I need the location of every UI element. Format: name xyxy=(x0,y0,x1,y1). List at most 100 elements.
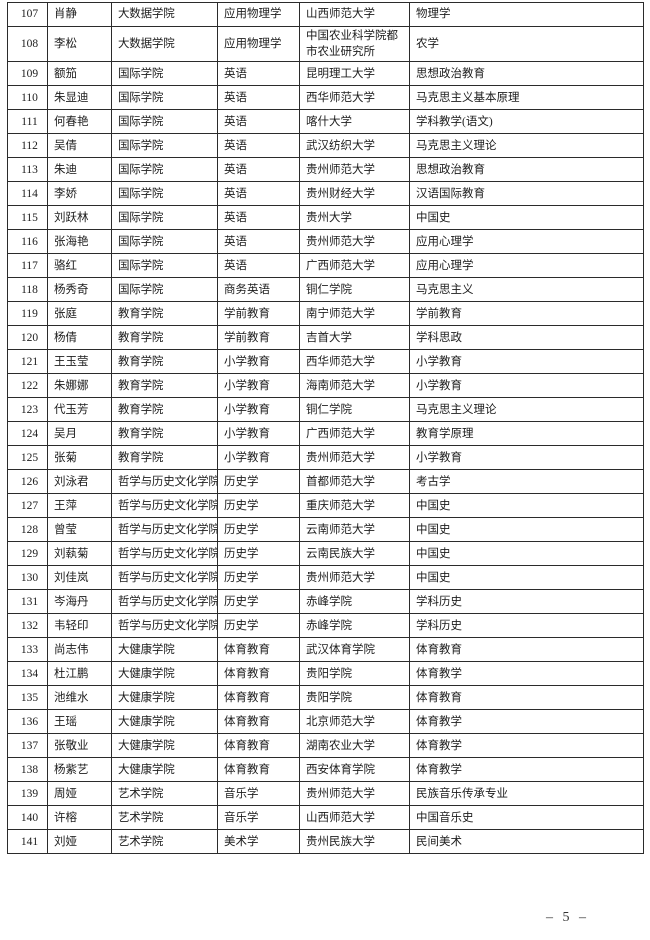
table-row: 131 岑海丹 哲学与历史文化学院 历史学 赤峰学院 学科历史 xyxy=(7,589,644,615)
cell-no: 120 xyxy=(7,325,48,351)
cell-college: 大健康学院 xyxy=(111,733,218,759)
cell-major: 应用物理学 xyxy=(217,2,300,27)
cell-major: 英语 xyxy=(217,157,300,183)
cell-university: 贵州民族大学 xyxy=(299,829,410,855)
table-row: 112 吴倩 国际学院 英语 武汉纺织大学 马克思主义理论 xyxy=(7,133,644,159)
cell-college: 教育学院 xyxy=(111,421,218,447)
table-row: 134 杜江鹏 大健康学院 体育教育 贵阳学院 体育教学 xyxy=(7,661,644,687)
table-row: 123 代玉芳 教育学院 小学教育 铜仁学院 马克思主义理论 xyxy=(7,397,644,423)
cell-major: 英语 xyxy=(217,181,300,207)
cell-university: 北京师范大学 xyxy=(299,709,410,735)
cell-name: 许榕 xyxy=(47,805,112,831)
table-row: 108 李松 大数据学院 应用物理学 中国农业科学院都市农业研究所 农学 xyxy=(7,25,644,63)
cell-no: 136 xyxy=(7,709,48,735)
table-row: 122 朱娜娜 教育学院 小学教育 海南师范大学 小学教育 xyxy=(7,373,644,399)
cell-college: 国际学院 xyxy=(111,133,218,159)
cell-university: 重庆师范大学 xyxy=(299,493,410,519)
cell-college: 国际学院 xyxy=(111,181,218,207)
cell-college: 哲学与历史文化学院 xyxy=(111,469,218,495)
cell-admitted-major: 考古学 xyxy=(409,469,644,495)
cell-major: 体育教育 xyxy=(217,661,300,687)
table-row: 113 朱迪 国际学院 英语 贵州师范大学 思想政治教育 xyxy=(7,157,644,183)
cell-college: 教育学院 xyxy=(111,301,218,327)
cell-college: 大数据学院 xyxy=(111,25,218,63)
cell-college: 大数据学院 xyxy=(111,2,218,27)
cell-no: 110 xyxy=(7,85,48,111)
cell-no: 119 xyxy=(7,301,48,327)
cell-admitted-major: 体育教育 xyxy=(409,685,644,711)
cell-admitted-major: 小学教育 xyxy=(409,445,644,471)
cell-name: 杜江鹏 xyxy=(47,661,112,687)
cell-no: 107 xyxy=(7,2,48,27)
table-row: 109 额笳 国际学院 英语 昆明理工大学 思想政治教育 xyxy=(7,61,644,87)
cell-university: 贵州大学 xyxy=(299,205,410,231)
cell-name: 尚志伟 xyxy=(47,637,112,663)
cell-admitted-major: 中国史 xyxy=(409,205,644,231)
cell-admitted-major: 学科历史 xyxy=(409,613,644,639)
cell-college: 教育学院 xyxy=(111,325,218,351)
table-row: 129 刘蓻菊 哲学与历史文化学院 历史学 云南民族大学 中国史 xyxy=(7,541,644,567)
cell-major: 体育教育 xyxy=(217,637,300,663)
cell-no: 126 xyxy=(7,469,48,495)
cell-name: 李松 xyxy=(47,25,112,63)
table-row: 118 杨秀奇 国际学院 商务英语 铜仁学院 马克思主义 xyxy=(7,277,644,303)
cell-university: 武汉纺织大学 xyxy=(299,133,410,159)
cell-name: 王玉莹 xyxy=(47,349,112,375)
cell-no: 140 xyxy=(7,805,48,831)
cell-admitted-major: 中国音乐史 xyxy=(409,805,644,831)
cell-college: 大健康学院 xyxy=(111,661,218,687)
cell-university: 赤峰学院 xyxy=(299,613,410,639)
cell-college: 国际学院 xyxy=(111,229,218,255)
cell-university: 湖南农业大学 xyxy=(299,733,410,759)
cell-name: 王萍 xyxy=(47,493,112,519)
cell-college: 国际学院 xyxy=(111,157,218,183)
cell-major: 历史学 xyxy=(217,469,300,495)
table-row: 127 王萍 哲学与历史文化学院 历史学 重庆师范大学 中国史 xyxy=(7,493,644,519)
cell-no: 117 xyxy=(7,253,48,279)
cell-major: 历史学 xyxy=(217,541,300,567)
cell-admitted-major: 应用心理学 xyxy=(409,253,644,279)
cell-university: 贵州财经大学 xyxy=(299,181,410,207)
cell-university: 贵州师范大学 xyxy=(299,781,410,807)
cell-college: 国际学院 xyxy=(111,277,218,303)
cell-name: 岑海丹 xyxy=(47,589,112,615)
cell-no: 118 xyxy=(7,277,48,303)
table-row: 141 刘娅 艺术学院 美术学 贵州民族大学 民间美术 xyxy=(7,829,644,855)
cell-university: 贵州师范大学 xyxy=(299,445,410,471)
cell-major: 商务英语 xyxy=(217,277,300,303)
cell-admitted-major: 思想政治教育 xyxy=(409,157,644,183)
table-row: 111 何春艳 国际学院 英语 喀什大学 学科教学(语文) xyxy=(7,109,644,135)
cell-college: 大健康学院 xyxy=(111,685,218,711)
table-row: 128 曾莹 哲学与历史文化学院 历史学 云南师范大学 中国史 xyxy=(7,517,644,543)
cell-no: 114 xyxy=(7,181,48,207)
cell-university: 西华师范大学 xyxy=(299,85,410,111)
cell-college: 哲学与历史文化学院 xyxy=(111,565,218,591)
cell-no: 131 xyxy=(7,589,48,615)
table-row: 135 池维水 大健康学院 体育教育 贵阳学院 体育教育 xyxy=(7,685,644,711)
cell-admitted-major: 应用心理学 xyxy=(409,229,644,255)
cell-university: 贵阳学院 xyxy=(299,661,410,687)
cell-no: 134 xyxy=(7,661,48,687)
cell-no: 109 xyxy=(7,61,48,87)
table-row: 114 李娇 国际学院 英语 贵州财经大学 汉语国际教育 xyxy=(7,181,644,207)
cell-name: 张菊 xyxy=(47,445,112,471)
admissions-table: 107 肖静 大数据学院 应用物理学 山西师范大学 物理学 108 李松 大数据… xyxy=(7,2,644,855)
cell-major: 学前教育 xyxy=(217,325,300,351)
cell-college: 国际学院 xyxy=(111,109,218,135)
cell-name: 刘跃林 xyxy=(47,205,112,231)
cell-name: 韦轻印 xyxy=(47,613,112,639)
cell-admitted-major: 中国史 xyxy=(409,493,644,519)
cell-name: 周娅 xyxy=(47,781,112,807)
cell-admitted-major: 学科教学(语文) xyxy=(409,109,644,135)
cell-name: 刘佳岚 xyxy=(47,565,112,591)
cell-name: 代玉芳 xyxy=(47,397,112,423)
cell-no: 138 xyxy=(7,757,48,783)
cell-major: 英语 xyxy=(217,253,300,279)
cell-major: 历史学 xyxy=(217,517,300,543)
cell-name: 杨秀奇 xyxy=(47,277,112,303)
cell-name: 刘娅 xyxy=(47,829,112,855)
cell-college: 国际学院 xyxy=(111,61,218,87)
cell-major: 小学教育 xyxy=(217,397,300,423)
cell-university: 贵州师范大学 xyxy=(299,229,410,255)
